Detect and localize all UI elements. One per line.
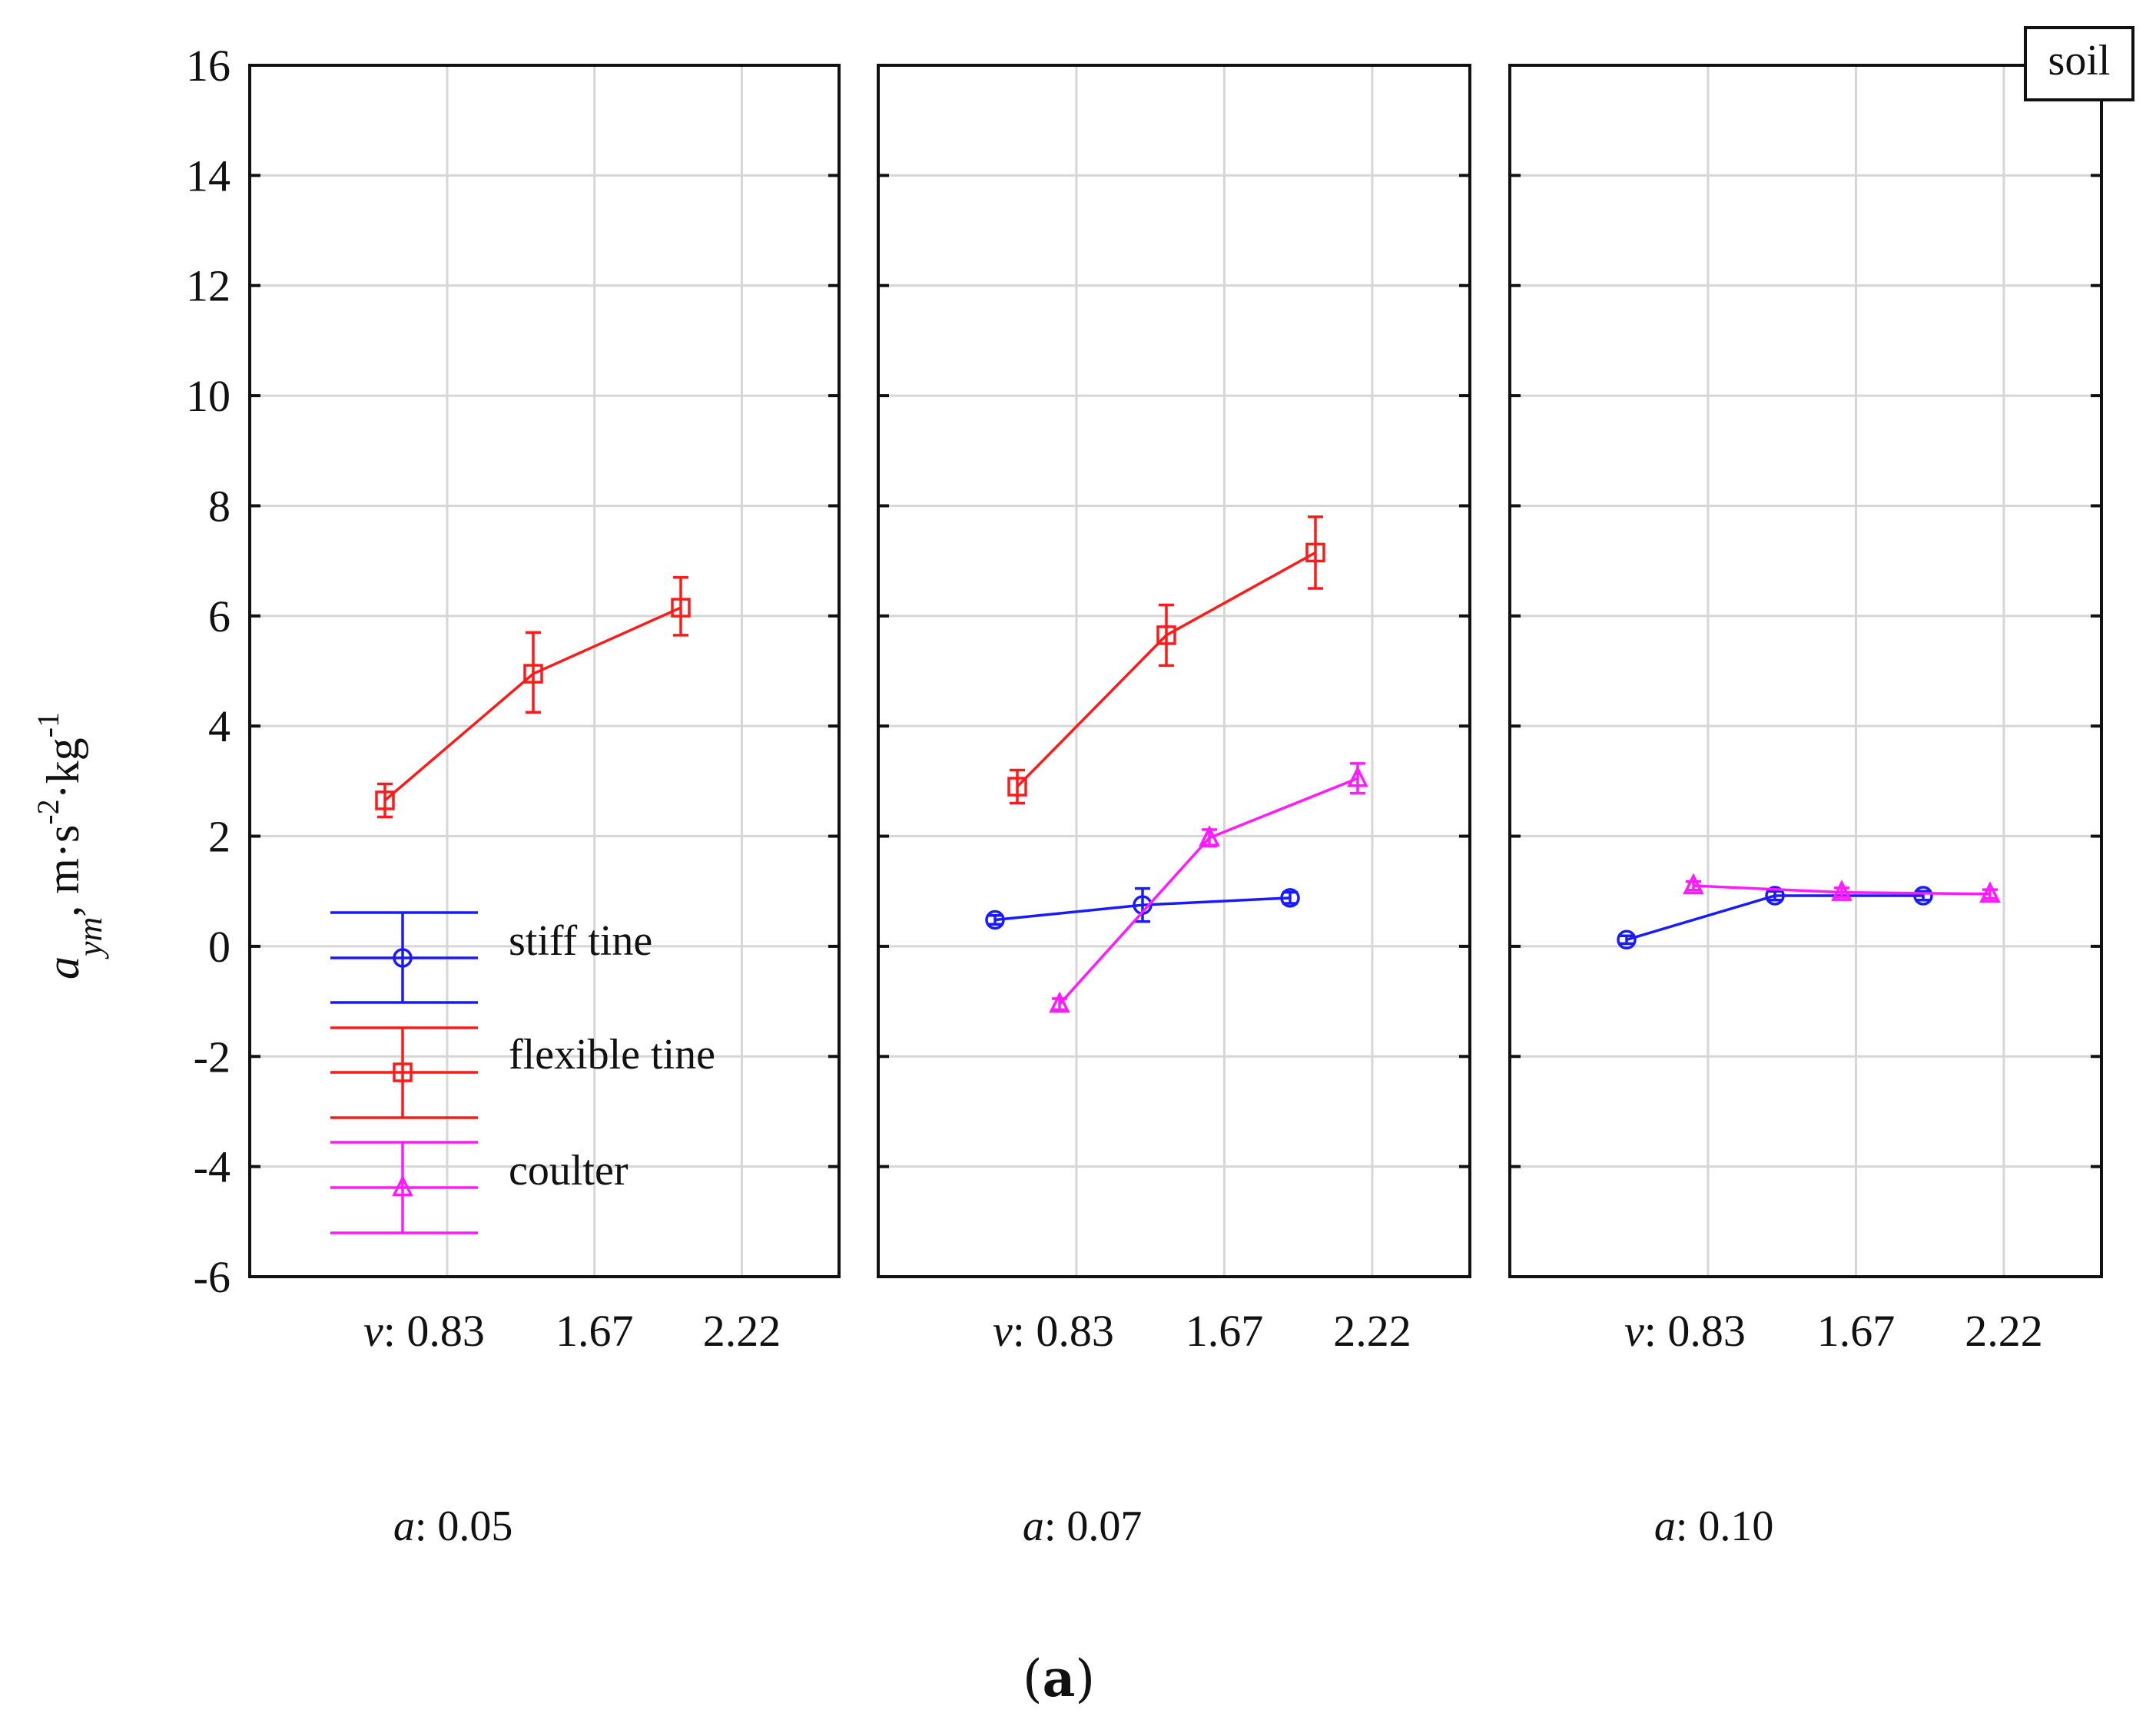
ylabel-exp1: -2 <box>31 799 65 824</box>
ylabel-subscript: ym <box>71 917 109 959</box>
x-tick-value: : 0.83 <box>383 1306 485 1356</box>
y-tick-label: 8 <box>208 481 231 531</box>
x-tick-value: : 0.83 <box>1644 1306 1746 1356</box>
data-point-stiff <box>1280 888 1300 908</box>
ylabel-mid: ·kg <box>38 737 88 799</box>
y-tick-label: 0 <box>208 922 231 972</box>
data-point-flexible <box>523 664 543 684</box>
data-point-stiff <box>1617 929 1637 950</box>
panel-value: : 0.10 <box>1676 1503 1774 1550</box>
legend-label: stiff tine <box>509 917 652 965</box>
x-tick-label: v: 0.83 <box>993 1306 1114 1356</box>
data-point-flexible <box>1007 777 1027 797</box>
panel-label: a: 0.10 <box>1654 1503 1774 1550</box>
data-point-flexible <box>671 598 691 618</box>
series-stiff <box>1617 886 1933 950</box>
soil-label: soil <box>2048 37 2111 84</box>
data-point-flexible <box>1305 542 1325 563</box>
data-point-coulter <box>1831 880 1853 901</box>
legend: stiff tine flexible tine coulter <box>330 911 715 1234</box>
panel-3 <box>1617 873 2001 950</box>
x-tick-label: 2.22 <box>1333 1306 1411 1356</box>
data-point-coulter <box>1049 991 1070 1013</box>
y-tick-label: 14 <box>186 151 231 200</box>
soil-box: soil <box>2024 26 2134 101</box>
panel-frame <box>1508 64 2103 1278</box>
x-var-symbol: v <box>993 1306 1013 1356</box>
series-coulter <box>1683 873 2001 903</box>
x-tick-label: v: 0.83 <box>363 1306 485 1356</box>
legend-label: flexible tine <box>509 1031 715 1079</box>
panel-value: : 0.05 <box>415 1503 513 1550</box>
y-axis-label: aym, m·s-2·kg-1 <box>31 712 109 979</box>
legend-marker-coulter <box>392 1175 413 1197</box>
y-tick-label: -4 <box>194 1142 231 1192</box>
panel-label: a: 0.05 <box>393 1503 513 1550</box>
y-tick-label: 2 <box>208 812 231 862</box>
caption-letter: a <box>1043 1648 1076 1708</box>
x-tick-value: : 0.83 <box>1013 1306 1114 1356</box>
data-point-stiff <box>1913 886 1933 906</box>
panel-frame <box>877 64 1471 1278</box>
legend-marker-stiff <box>393 948 413 968</box>
panel-var-symbol: a <box>393 1503 415 1550</box>
y-tick-label: -2 <box>194 1032 231 1082</box>
x-tick-label: 1.67 <box>1817 1306 1896 1356</box>
grid-layer <box>250 65 2101 1277</box>
y-tick-label: 16 <box>186 41 231 91</box>
y-tick-label: 6 <box>208 591 231 641</box>
legend-item-flexible: flexible tine <box>330 1026 715 1119</box>
panel-value: : 0.07 <box>1044 1503 1143 1550</box>
y-tick-label: 4 <box>208 701 231 751</box>
y-tick-label: 10 <box>186 371 231 421</box>
x-tick-label: v: 0.83 <box>1624 1306 1746 1356</box>
x-tick-label: 1.67 <box>556 1306 634 1356</box>
data-point-coulter <box>1979 881 2001 903</box>
series-coulter <box>1049 762 1368 1013</box>
legend-marker-flexible <box>393 1062 413 1082</box>
axes-layer <box>248 64 2103 1278</box>
panel-var-symbol: a <box>1023 1503 1044 1550</box>
y-tick-label: 12 <box>186 261 231 311</box>
figure-caption: (a) <box>1023 1648 1095 1708</box>
series-flexible <box>375 575 691 819</box>
data-point-coulter <box>1683 873 1704 895</box>
ylabel-units: , m·s <box>38 825 88 917</box>
data-layer <box>375 515 2001 1013</box>
data-point-flexible <box>375 790 395 810</box>
series-flexible <box>1007 515 1325 805</box>
y-tick-label: -6 <box>194 1252 231 1302</box>
panel-2 <box>985 515 1368 1013</box>
ylabel-symbol: a <box>38 956 88 979</box>
ylabel-exp2: -1 <box>31 712 65 737</box>
panel-label: a: 0.07 <box>1023 1503 1143 1550</box>
legend-label: coulter <box>509 1147 629 1195</box>
soil-box-frame <box>2024 26 2134 101</box>
data-point-stiff <box>1765 886 1785 906</box>
text-layer: aym, m·s-2·kg-1 (a) v: 0.83 1.67 2.22a: 0.… <box>31 26 2134 1708</box>
x-tick-label: 1.67 <box>1186 1306 1264 1356</box>
data-point-coulter <box>1199 825 1220 847</box>
legend-item-stiff: stiff tine <box>330 911 652 1004</box>
data-point-flexible <box>1156 625 1176 645</box>
x-var-symbol: v <box>363 1306 383 1356</box>
data-point-coulter <box>1347 765 1368 787</box>
x-tick-label: 2.22 <box>1965 1306 2043 1356</box>
legend-item-coulter: coulter <box>330 1141 629 1234</box>
panel-1 <box>375 575 691 819</box>
panel-frame <box>248 64 841 1278</box>
data-point-stiff <box>985 910 1005 930</box>
x-var-symbol: v <box>1624 1306 1644 1356</box>
panel-var-symbol: a <box>1654 1503 1676 1550</box>
x-tick-label: 2.22 <box>703 1306 781 1356</box>
